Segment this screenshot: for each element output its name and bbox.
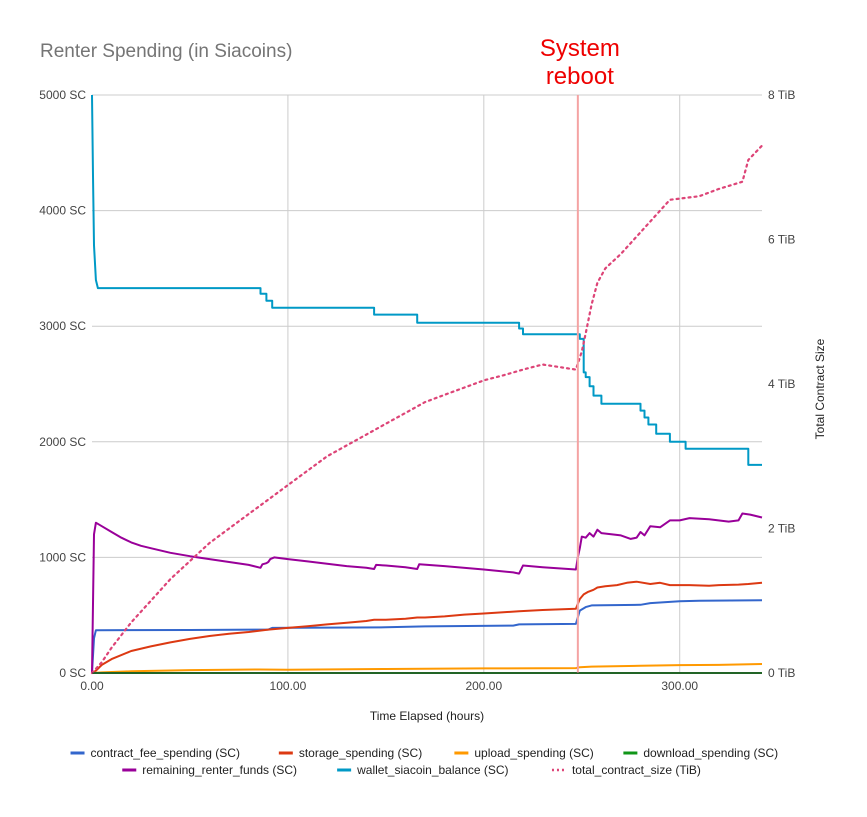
legend-item[interactable]: total_contract_size (TiB) xyxy=(551,763,701,777)
y-tick-label: 4000 SC xyxy=(39,204,86,218)
reboot-annotation-text: System xyxy=(540,35,620,62)
legend-label: wallet_siacoin_balance (SC) xyxy=(356,763,508,777)
series-lines xyxy=(90,94,764,675)
y-tick-label: 1000 SC xyxy=(39,550,86,564)
series-line-total-contract-sizetib xyxy=(90,144,764,675)
y2-tick-label: 8 TiB xyxy=(768,88,795,102)
legend-label: total_contract_size (TiB) xyxy=(572,763,701,777)
y-tick-label: 5000 SC xyxy=(39,88,86,102)
legend-label: remaining_renter_funds (SC) xyxy=(142,763,297,777)
legend-label: storage_spending (SC) xyxy=(299,746,422,760)
series-line-upload-spendingsc xyxy=(91,663,763,674)
y2-tick-label: 6 TiB xyxy=(768,233,795,247)
y2-tick-label: 4 TiB xyxy=(768,377,795,391)
series-line-storage-spendingsc xyxy=(91,580,763,674)
x-tick-label: 200.00 xyxy=(465,679,502,693)
y-tick-label: 3000 SC xyxy=(39,319,86,333)
y-tick-label: 0 SC xyxy=(59,666,86,680)
series-line-wallet-siacoin-balancesc xyxy=(91,94,762,466)
y2-tick-label: 0 TiB xyxy=(768,666,795,680)
axes: 0 SC 1000 SC 2000 SC 3000 SC 4000 SC 5000 SC 0… xyxy=(39,88,795,693)
x-tick-label: 300.00 xyxy=(661,679,698,693)
x-tick-label: 0.00 xyxy=(80,679,104,693)
y-tick-label: 2000 SC xyxy=(39,435,86,449)
series-line-contract-fee-spendingsc xyxy=(91,599,763,674)
x-tick-label: 100.00 xyxy=(270,679,307,693)
legend-label: contract_fee_spending (SC) xyxy=(91,746,240,760)
y2-axis-label: Total Contract Size xyxy=(813,338,827,439)
legend-item[interactable]: remaining_renter_funds (SC) xyxy=(122,763,297,777)
reboot-annotation-text: reboot xyxy=(546,63,614,90)
series-line-remaining-renter-fundssc xyxy=(91,512,763,674)
legend-label: download_spending (SC) xyxy=(643,746,778,760)
legend-item[interactable]: storage_spending (SC) xyxy=(278,746,422,760)
legend-label: upload_spending (SC) xyxy=(474,746,593,760)
legend-item[interactable]: contract_fee_spending (SC) xyxy=(70,746,240,760)
x-axis-label: Time Elapsed (hours) xyxy=(370,709,484,723)
y2-tick-label: 2 TiB xyxy=(768,522,795,536)
chart-title: Renter Spending (in Siacoins) xyxy=(40,41,292,62)
legend-item[interactable]: upload_spending (SC) xyxy=(454,746,594,760)
legend-item[interactable]: download_spending (SC) xyxy=(623,746,778,760)
legend: contract_fee_spending (SC) storage_spendi… xyxy=(70,746,778,777)
grid-lines xyxy=(92,94,762,674)
legend-item[interactable]: wallet_siacoin_balance (SC) xyxy=(337,763,509,777)
